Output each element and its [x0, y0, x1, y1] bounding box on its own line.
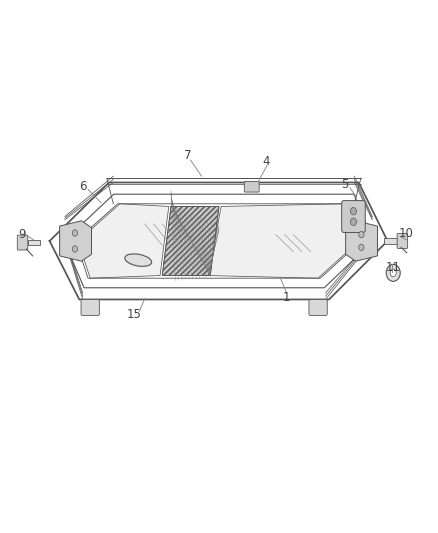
Polygon shape — [162, 206, 219, 276]
Text: 1: 1 — [283, 291, 290, 304]
FancyBboxPatch shape — [81, 300, 99, 316]
Polygon shape — [78, 204, 169, 278]
Polygon shape — [60, 221, 92, 261]
Circle shape — [386, 264, 400, 281]
FancyBboxPatch shape — [397, 233, 408, 248]
Circle shape — [359, 244, 364, 251]
Text: 7: 7 — [184, 149, 191, 163]
Circle shape — [390, 269, 396, 277]
Text: 15: 15 — [127, 308, 141, 321]
Text: 11: 11 — [385, 261, 400, 274]
FancyBboxPatch shape — [309, 300, 327, 316]
Polygon shape — [208, 204, 359, 278]
Circle shape — [350, 207, 357, 215]
Circle shape — [72, 246, 78, 252]
FancyBboxPatch shape — [17, 235, 28, 250]
FancyBboxPatch shape — [244, 181, 259, 192]
Circle shape — [350, 218, 357, 225]
Text: 6: 6 — [79, 180, 87, 193]
Polygon shape — [346, 221, 378, 261]
FancyArrow shape — [28, 240, 40, 245]
Ellipse shape — [125, 254, 152, 266]
Circle shape — [72, 230, 78, 236]
Polygon shape — [162, 206, 219, 276]
FancyArrow shape — [385, 238, 397, 244]
FancyBboxPatch shape — [342, 200, 365, 232]
Text: 4: 4 — [262, 155, 270, 168]
Circle shape — [359, 231, 364, 238]
Text: 9: 9 — [18, 228, 25, 240]
Text: 5: 5 — [341, 177, 349, 191]
Text: 10: 10 — [399, 227, 413, 240]
